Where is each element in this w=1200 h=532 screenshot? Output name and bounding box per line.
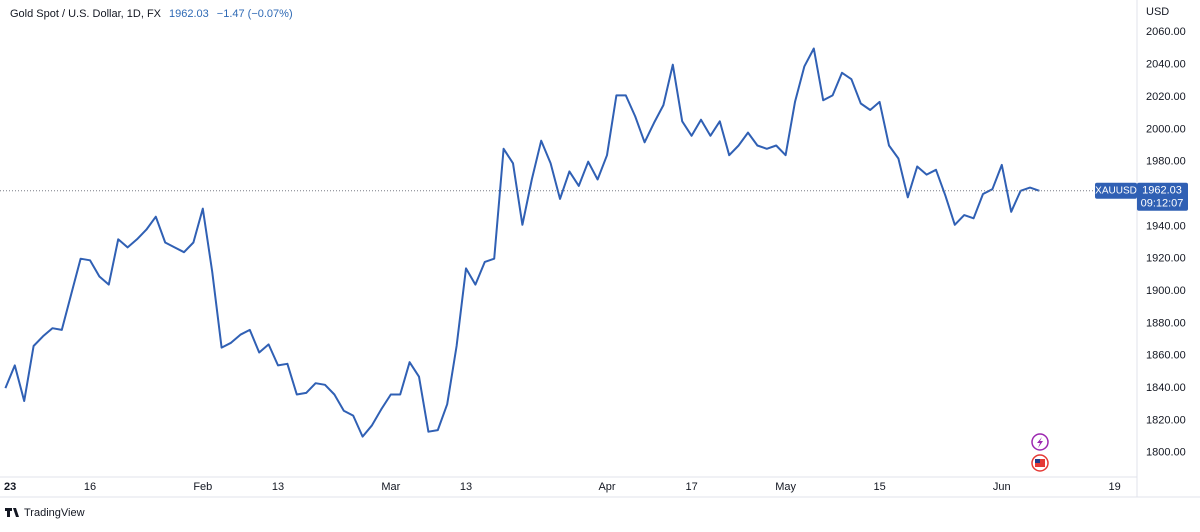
price-badge xyxy=(1137,182,1188,211)
y-tick-label: 2020.00 xyxy=(1146,91,1186,103)
symbol: XAUUSD xyxy=(1095,185,1137,196)
x-tick-label: 13 xyxy=(460,481,472,493)
x-tick-label: 13 xyxy=(272,481,284,493)
y-tick-label: 2000.00 xyxy=(1146,123,1186,135)
x-tick-label: Mar xyxy=(381,481,400,493)
event-bolt xyxy=(1037,437,1043,448)
y-tick-label: 1880.00 xyxy=(1146,317,1186,329)
y-tick-label: 1980.00 xyxy=(1146,156,1186,168)
event-flag-canton xyxy=(1035,459,1040,463)
x-tick-label: 23 xyxy=(4,481,16,493)
y-tick-label: 1820.00 xyxy=(1146,414,1186,426)
symbol-badge xyxy=(1095,182,1137,199)
x-tick-label: 19 xyxy=(1108,481,1120,493)
y-tick-label: 2060.00 xyxy=(1146,26,1186,38)
header: Gold Spot / U.S. Dollar, 1D, FX 1962.03 −1… xyxy=(10,8,293,20)
y-tick-label: 1920.00 xyxy=(1146,253,1186,265)
events xyxy=(1031,433,1049,472)
logo: TradingView xyxy=(5,507,85,519)
brand: TradingView xyxy=(24,507,85,519)
countdown: 09:12:07 xyxy=(1141,198,1184,210)
y-tick-label: 1900.00 xyxy=(1146,285,1186,297)
y-tick-label: 1840.00 xyxy=(1146,382,1186,394)
price-line xyxy=(4,47,1040,438)
x-tick-label: May xyxy=(775,481,796,493)
y-tick-label: 1940.00 xyxy=(1146,220,1186,232)
y-tick-label: 1800.00 xyxy=(1146,447,1186,459)
logo-mark xyxy=(5,508,19,517)
x-tick-label: Apr xyxy=(598,481,615,493)
x-tick-label: 16 xyxy=(84,481,96,493)
last-price: 1962.03 xyxy=(169,8,209,20)
x-tick-label: Feb xyxy=(193,481,212,493)
y-tick-label: 2040.00 xyxy=(1146,59,1186,71)
x-tick-label: 17 xyxy=(685,481,697,493)
title: Gold Spot / U.S. Dollar, 1D, FX xyxy=(10,8,162,20)
price-badge-value: 1962.03 xyxy=(1142,185,1182,197)
y-axis-title: USD xyxy=(1146,6,1169,18)
y-tick-label: 1860.00 xyxy=(1146,350,1186,362)
change: −1.47 (−0.07%) xyxy=(217,8,293,20)
x-tick-label: 15 xyxy=(873,481,885,493)
x-tick-label: Jun xyxy=(993,481,1011,493)
